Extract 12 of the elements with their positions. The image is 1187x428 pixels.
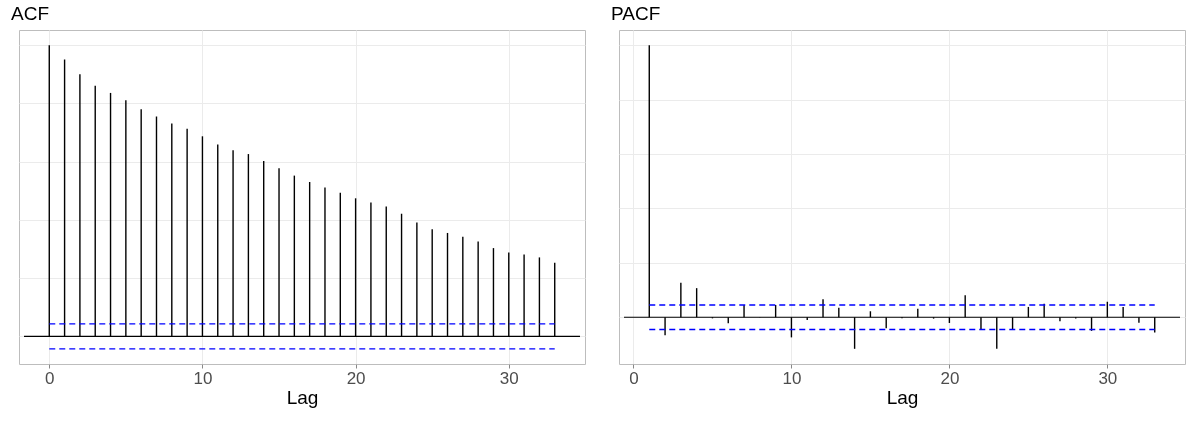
x-tick-label: 10 bbox=[193, 368, 213, 388]
x-tick-label: 0 bbox=[45, 368, 55, 388]
x-tick-label: 30 bbox=[1098, 368, 1118, 388]
x-tick-label: 10 bbox=[782, 368, 802, 388]
chart-title: PACF bbox=[611, 3, 661, 24]
chart-title: ACF bbox=[11, 3, 49, 24]
x-tick-label: 30 bbox=[499, 368, 519, 388]
x-tick-label: 20 bbox=[940, 368, 960, 388]
x-tick-label: 20 bbox=[346, 368, 366, 388]
x-tick-label: 0 bbox=[629, 368, 639, 388]
x-axis-title: Lag bbox=[886, 386, 919, 408]
x-axis-title: Lag bbox=[286, 386, 319, 408]
